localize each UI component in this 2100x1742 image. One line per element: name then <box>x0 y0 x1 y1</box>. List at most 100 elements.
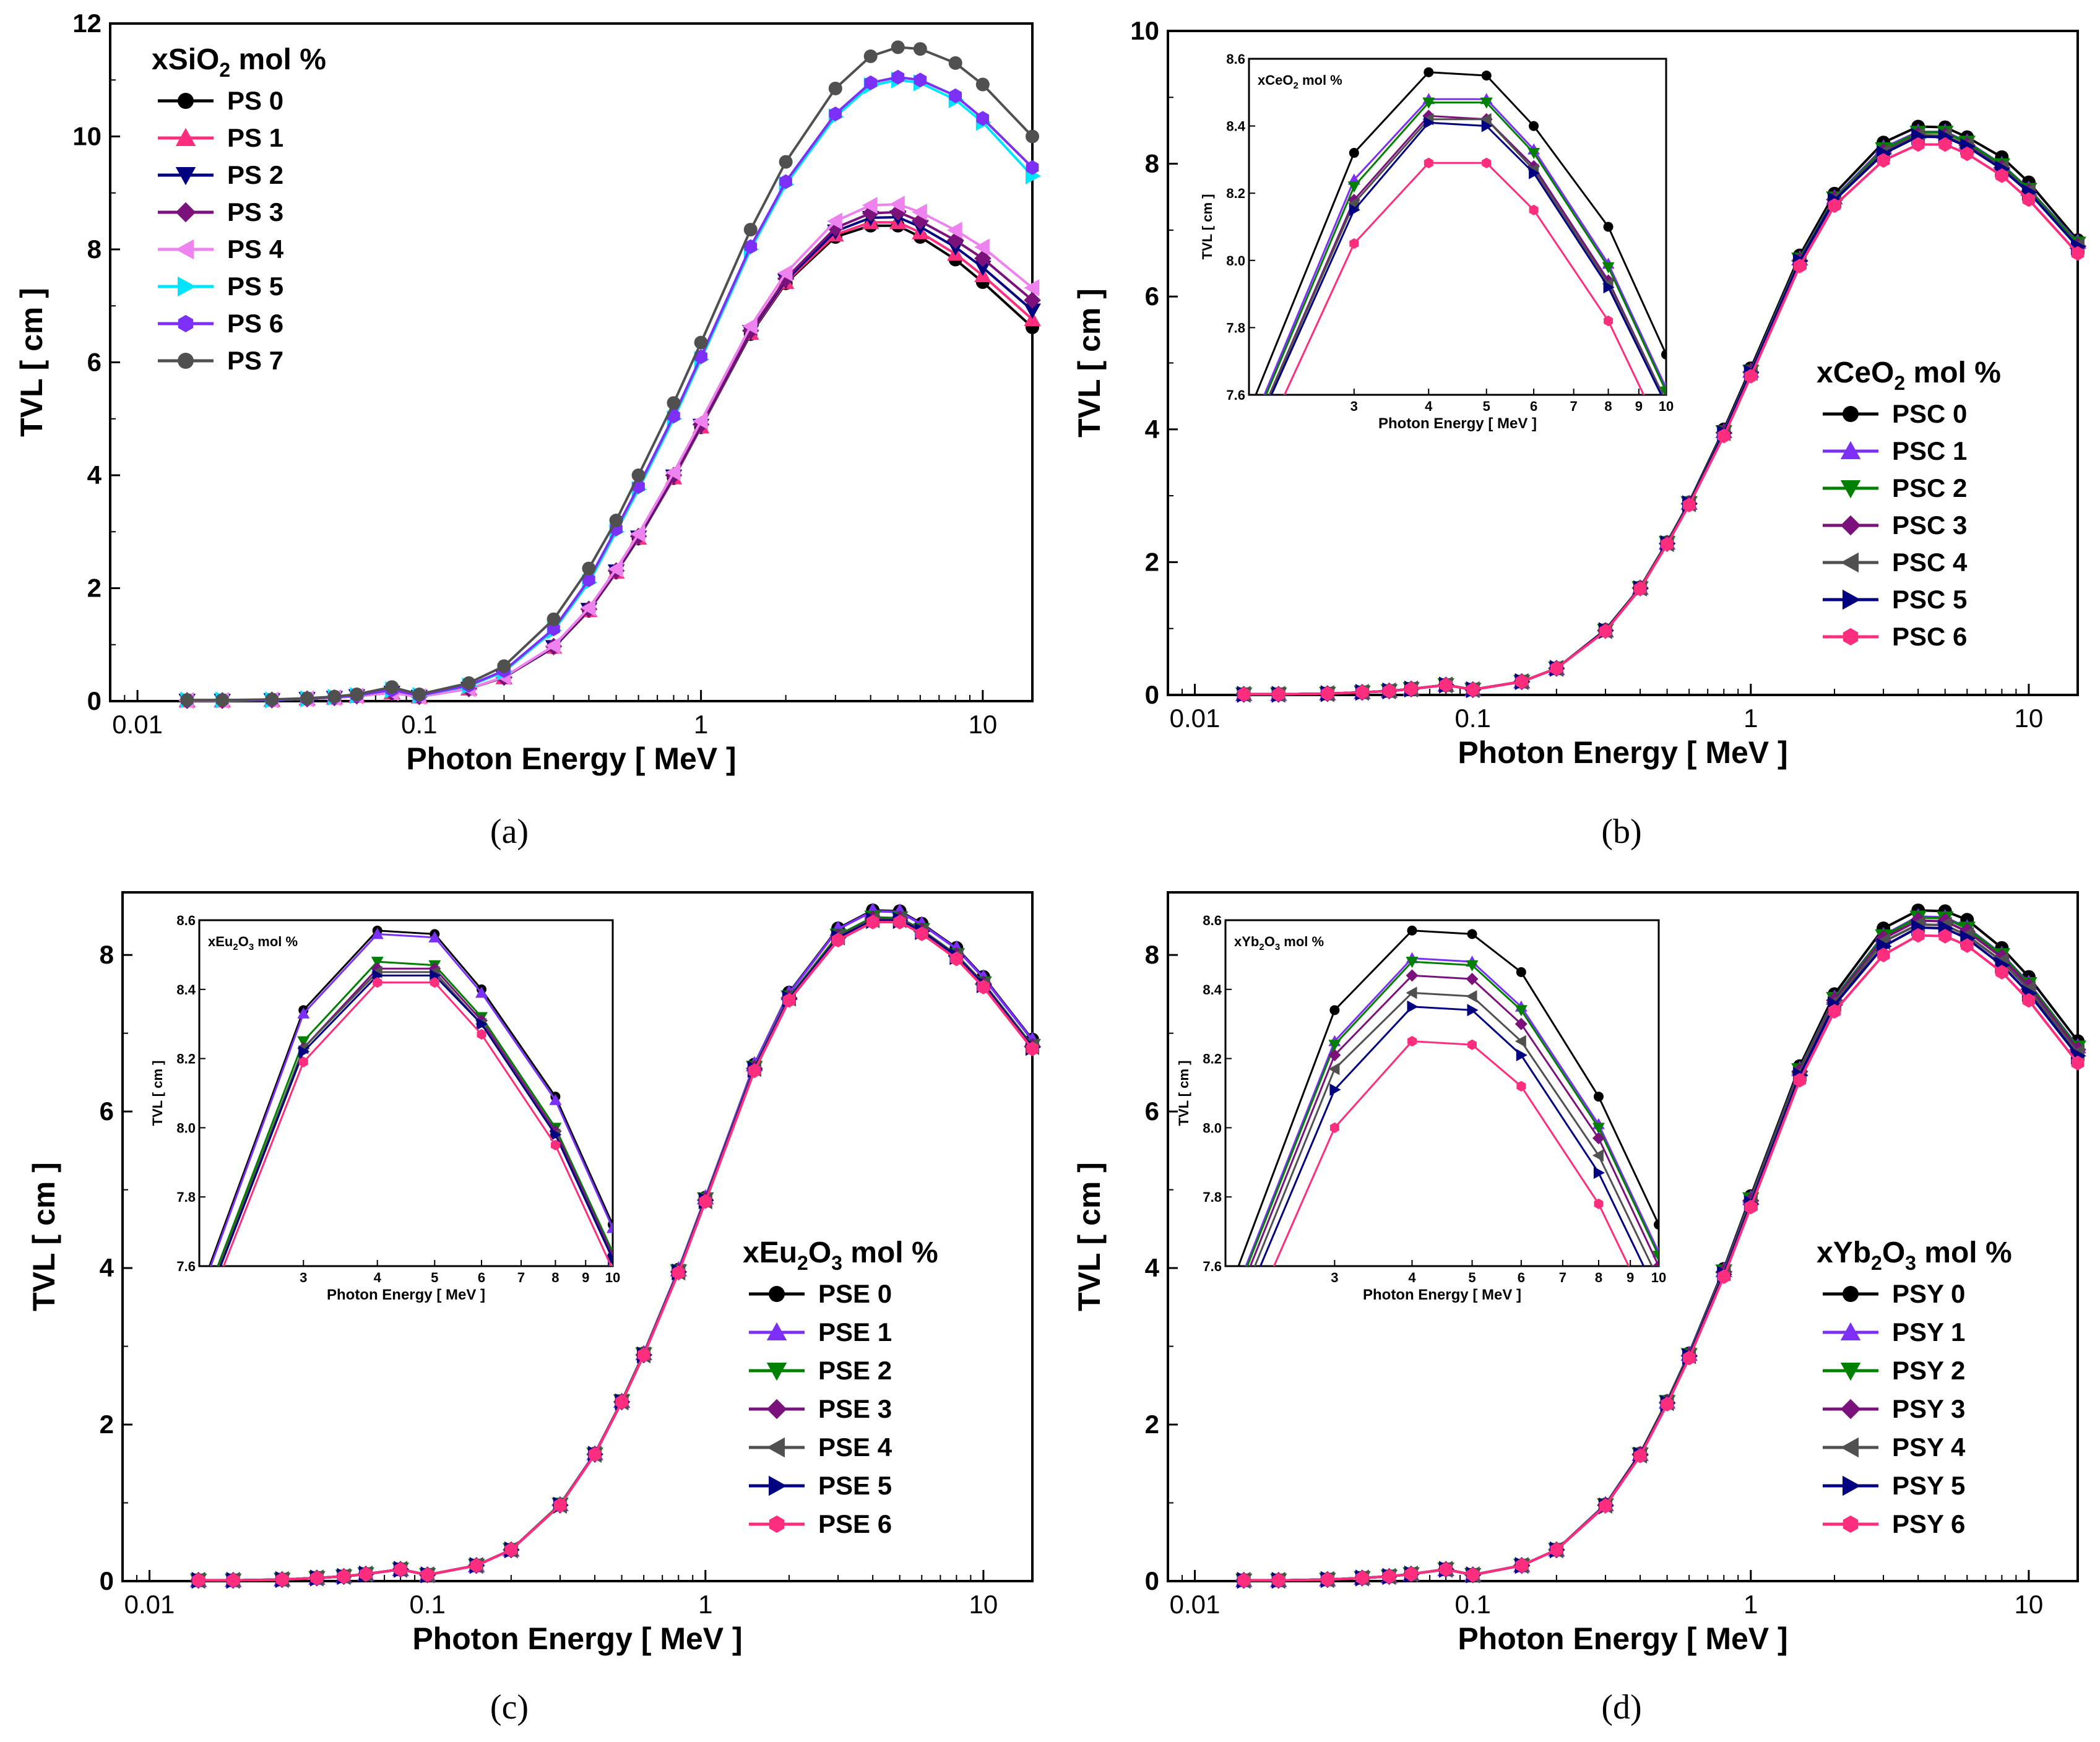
inset-data-point <box>1422 97 1435 109</box>
x-tick-label: 0.01 <box>112 710 163 739</box>
legend-item: PSC 1 <box>1823 436 1967 465</box>
data-point <box>582 572 595 587</box>
legend-marker <box>1840 1399 1861 1420</box>
data-point <box>667 396 681 410</box>
legend-label: PS 6 <box>227 309 283 338</box>
data-point <box>977 980 990 994</box>
data-point <box>215 693 230 707</box>
data-point <box>1661 1397 1674 1412</box>
legend-marker <box>175 167 196 186</box>
legend-item: PSE 4 <box>749 1433 892 1462</box>
inset-data-point <box>430 977 439 988</box>
legend-marker <box>1843 406 1859 422</box>
series-group <box>1235 119 2086 703</box>
data-point <box>1599 624 1612 639</box>
legend-label: PSY 4 <box>1892 1433 1966 1462</box>
legend-marker <box>1840 441 1861 459</box>
legend-marker <box>178 353 194 369</box>
data-point <box>1911 928 1925 943</box>
data-point <box>914 72 927 88</box>
data-point <box>1633 581 1647 597</box>
legend-label: PSE 4 <box>818 1433 892 1462</box>
inset-data-point <box>1407 925 1417 936</box>
legend-label: PSY 3 <box>1892 1394 1965 1423</box>
legend-item: PS 6 <box>158 309 283 338</box>
inset-data-point <box>1328 1040 1341 1051</box>
inset-data-point <box>1594 1198 1604 1209</box>
data-point <box>1793 1072 1807 1088</box>
data-point <box>891 40 905 54</box>
data-point <box>692 412 708 430</box>
inset-data-point <box>607 1222 613 1233</box>
chart-panel-a: 0 2 4 6 8 10 12 0.01 0.1 1 10 Photon Energy [ MeV ]… <box>14 9 1041 851</box>
legend-label: PSE 1 <box>818 1317 892 1347</box>
data-point <box>1661 537 1674 552</box>
y-tick-label: 12 <box>72 9 102 38</box>
inset-data-point <box>1219 1322 1232 1335</box>
data-point <box>864 75 877 90</box>
y-axis: 0 2 4 6 8 <box>1145 940 1178 1595</box>
legend-item: PSY 5 <box>1823 1471 1965 1500</box>
inset-data-point <box>194 1289 204 1299</box>
data-point <box>580 599 596 617</box>
legend-item: PSC 4 <box>1823 548 1968 577</box>
inset-data-point <box>1481 119 1493 132</box>
legend-item: PSC 2 <box>1823 473 1967 502</box>
legend-marker <box>1843 1286 1859 1302</box>
series-line-ps-3 <box>187 210 1034 702</box>
legend-label: PSY 0 <box>1892 1279 1965 1308</box>
data-point <box>1550 1542 1563 1558</box>
legend-marker <box>1840 515 1861 536</box>
x-tick-label: 0.1 <box>1454 1590 1490 1619</box>
data-point <box>1938 928 1951 944</box>
y-axis-title: TVL [ cm ] <box>1072 1162 1107 1311</box>
inset-y-tick-label: 8.4 <box>176 982 196 998</box>
y-tick-label: 8 <box>87 235 102 264</box>
data-point <box>976 111 990 126</box>
legend-label: PSC 0 <box>1892 399 1967 428</box>
x-axis-title: Photon Energy [ MeV ] <box>1458 1621 1787 1656</box>
inset-data-point <box>1654 1323 1664 1334</box>
data-point <box>1237 1572 1250 1588</box>
data-point <box>582 561 596 576</box>
data-point <box>777 264 793 282</box>
inset-data-point <box>1245 467 1254 477</box>
inset-x-tick-label: 3 <box>300 1270 307 1285</box>
inset-data-point <box>1654 1291 1665 1303</box>
x-axis-title: Photon Energy [ MeV ] <box>1458 735 1787 770</box>
data-point <box>1466 1567 1479 1582</box>
series-line-ps-4 <box>187 202 1034 702</box>
inset-x-tick-label: 8 <box>551 1270 559 1285</box>
legend-marker <box>178 315 194 332</box>
data-point <box>1515 674 1528 689</box>
inset-data-point <box>1602 262 1615 274</box>
x-tick-label: 10 <box>2015 704 2044 733</box>
inset-x-tick-label: 3 <box>1331 1270 1338 1285</box>
legend-label: PSE 2 <box>818 1356 892 1385</box>
data-point <box>300 691 314 705</box>
legend-label: PS 2 <box>227 160 283 189</box>
inset-data-point <box>1480 97 1493 109</box>
legend: xYb2O3 mol % PSY 0 PSY 1 PSY 2 PSY 3 PSY 4 PSY… <box>1817 1236 2012 1538</box>
inset-data-point <box>1515 1017 1527 1030</box>
inset-data-point <box>428 931 441 942</box>
data-point <box>1026 129 1039 144</box>
data-point <box>629 525 646 543</box>
y-tick-label: 6 <box>1145 282 1159 311</box>
data-point <box>1995 965 2008 980</box>
panel-caption: (a) <box>490 813 529 851</box>
inset-data-point <box>1466 973 1479 985</box>
inset-y-tick-label: 7.8 <box>1226 320 1245 335</box>
data-point <box>947 222 962 239</box>
inset-frame <box>1224 919 1660 1267</box>
legend-marker <box>1843 628 1859 645</box>
data-point <box>748 1063 761 1079</box>
data-point <box>1718 1269 1731 1284</box>
inset-frame <box>1248 58 1667 396</box>
data-point <box>866 915 879 929</box>
legend-marker <box>175 202 196 223</box>
inset-data-point <box>193 1309 205 1321</box>
inset-data-point <box>1516 967 1526 977</box>
inset-data-point <box>1592 1123 1605 1134</box>
data-point <box>394 1562 407 1577</box>
